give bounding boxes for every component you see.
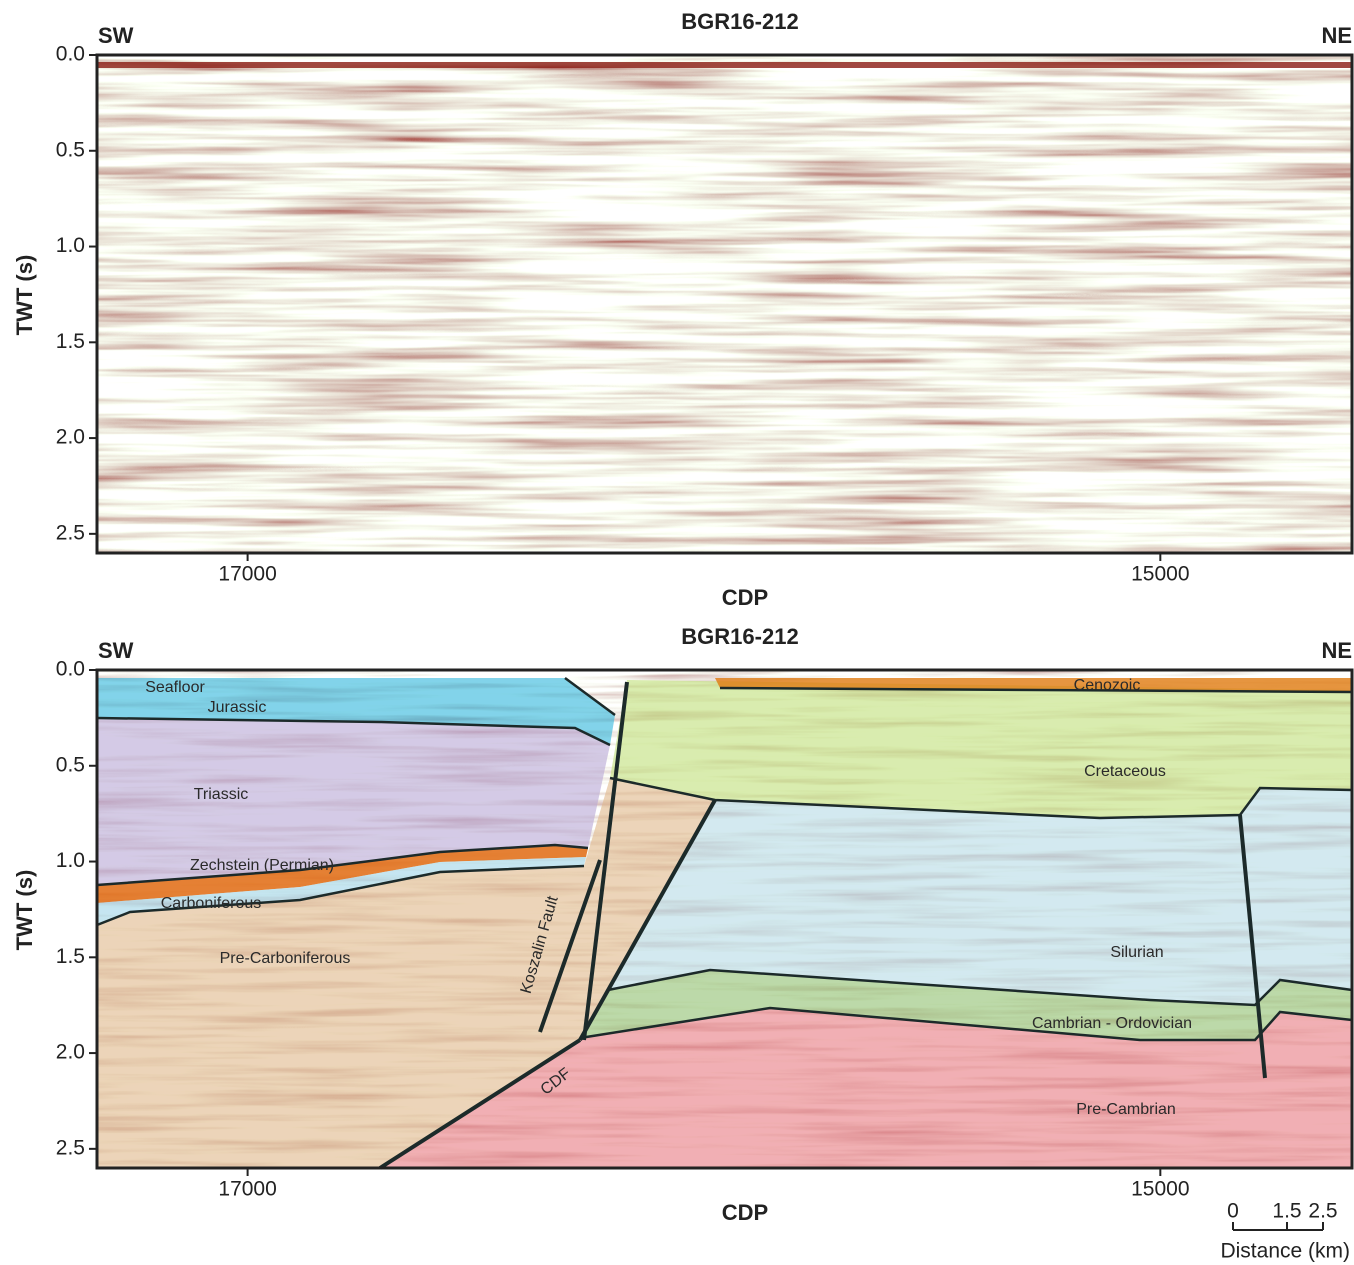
unit-area [610, 680, 1352, 818]
panel-title: BGR16-212 [681, 9, 798, 34]
x-tick-label: 15000 [1131, 563, 1189, 586]
y-tick-label: 2.0 [56, 1041, 85, 1064]
y-tick-label: 2.5 [56, 1136, 85, 1159]
y-axis-label: TWT (s) [12, 870, 37, 951]
seafloor-reflector [97, 62, 1352, 68]
direction-label: NE [1321, 638, 1352, 663]
panel-title: BGR16-212 [681, 624, 798, 649]
seismic-image [97, 55, 1352, 552]
direction-label: SW [98, 23, 134, 48]
scale-label: Distance (km) [1220, 1240, 1350, 1263]
x-axis-label: CDP [722, 585, 768, 610]
unit-label: Seafloor [145, 679, 205, 696]
scale-tick-label: 1.5 [1272, 1200, 1301, 1223]
unit-label: Cretaceous [1084, 763, 1166, 780]
x-tick-label: 15000 [1131, 1178, 1189, 1201]
unit-label: Triassic [194, 786, 249, 803]
y-tick-label: 2.5 [56, 521, 85, 544]
unit-label: Silurian [1110, 944, 1163, 961]
unit-label: Cenozoic [1074, 677, 1141, 694]
x-axis-label: CDP [722, 1200, 768, 1225]
unit-label: Pre-Carboniferous [220, 950, 351, 967]
y-tick-label: 1.5 [56, 330, 85, 353]
x-tick-label: 17000 [218, 563, 276, 586]
unit-label: Pre-Cambrian [1076, 1101, 1176, 1118]
scale-tick-label: 0 [1227, 1200, 1239, 1223]
y-axis-label: TWT (s) [12, 255, 37, 336]
figure: BGR16-212 SW NE TWT (s) CDP 0.0 0.5 1.0 1.5 2.0 2.… [0, 0, 1354, 1265]
y-tick-label: 0.5 [56, 138, 85, 161]
y-tick-label: 0.0 [56, 658, 85, 681]
y-tick-label: 1.5 [56, 945, 85, 968]
direction-label: NE [1321, 23, 1352, 48]
unit-label: Zechstein (Permian) [190, 857, 334, 874]
y-tick-label: 2.0 [56, 426, 85, 449]
unit-label: Jurassic [208, 699, 267, 716]
unit-label: Cambrian - Ordovician [1032, 1015, 1192, 1032]
y-tick-label: 0.0 [56, 43, 85, 66]
scale-tick-label: 2.5 [1308, 1200, 1337, 1223]
y-tick-label: 1.0 [56, 234, 85, 257]
y-tick-label: 1.0 [56, 849, 85, 872]
interpretation [97, 678, 1352, 1168]
direction-label: SW [98, 638, 134, 663]
unit-label: Carboniferous [161, 895, 262, 912]
y-tick-label: 0.5 [56, 753, 85, 776]
x-tick-label: 17000 [218, 1178, 276, 1201]
